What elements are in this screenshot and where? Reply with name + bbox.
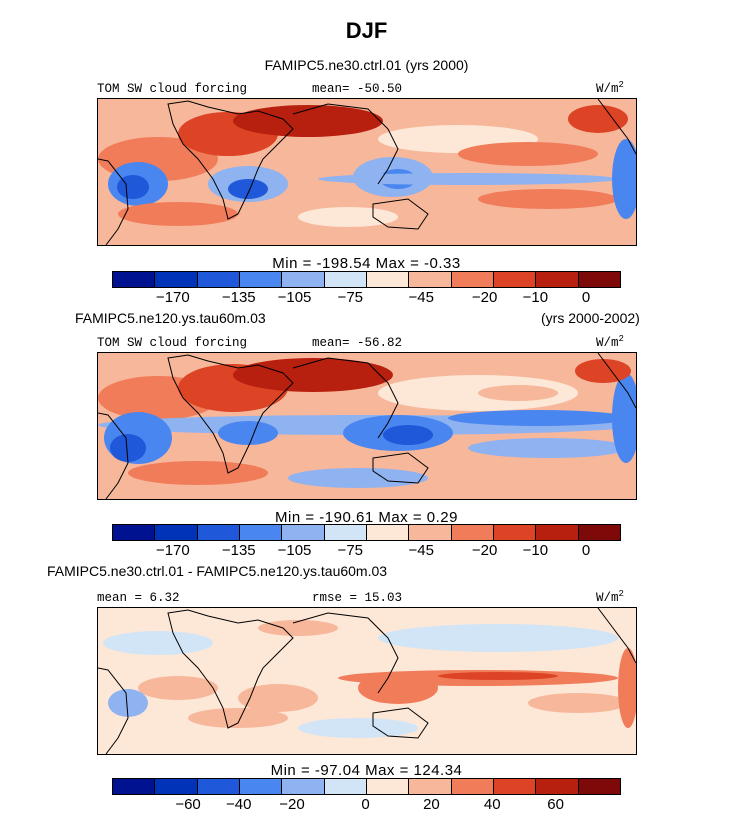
cbar-swatch — [282, 272, 325, 287]
colorbar-tick-label: −45 — [408, 289, 434, 306]
panel3-colorbar — [112, 778, 621, 795]
panel3-map — [97, 607, 637, 755]
cbar-swatch — [155, 525, 198, 540]
panel1-mean-label: mean= -50.50 — [312, 82, 403, 96]
cbar-swatch — [409, 525, 452, 540]
cbar-swatch — [324, 525, 367, 540]
cbar-swatch — [578, 272, 620, 287]
cbar-swatch — [282, 525, 325, 540]
colorbar-tick-label: 60 — [547, 796, 564, 813]
panel2-heading: FAMIPC5.ne120.ys.tau60m.03 — [75, 310, 266, 326]
cbar-swatch — [366, 272, 410, 287]
panel1-variable-label: TOM SW cloud forcing — [97, 82, 248, 96]
cbar-swatch — [409, 779, 452, 794]
panel2-map-field — [98, 353, 636, 499]
panel2-heading-years: (yrs 2000-2002) — [541, 310, 640, 326]
cbar-swatch — [239, 779, 283, 794]
cbar-swatch — [536, 779, 579, 794]
cbar-swatch — [451, 272, 494, 287]
cbar-swatch — [493, 272, 537, 287]
cbar-swatch — [324, 272, 367, 287]
cbar-swatch — [536, 272, 579, 287]
cbar-swatch — [451, 779, 494, 794]
panel3-units: W/m2 — [596, 589, 624, 606]
cbar-swatch — [113, 525, 156, 540]
colorbar-tick-label: 0 — [581, 542, 591, 559]
cbar-swatch — [366, 779, 410, 794]
colorbar-tick-label: −135 — [221, 542, 256, 559]
panel2-colorbar — [112, 524, 621, 541]
panel3-mean-label: mean = 6.32 — [97, 591, 180, 605]
cbar-swatch — [239, 272, 283, 287]
cbar-swatch — [578, 525, 620, 540]
colorbar-tick-label: 20 — [423, 796, 440, 813]
cbar-swatch — [493, 525, 537, 540]
cbar-swatch — [282, 779, 325, 794]
colorbar-tick-label: −20 — [471, 289, 498, 306]
colorbar-tick-label: −40 — [226, 796, 252, 813]
colorbar-tick-label: 0 — [581, 289, 591, 306]
figure-title: DJF — [345, 18, 388, 43]
panel1-heading: FAMIPC5.ne30.ctrl.01 (yrs 2000) — [264, 57, 469, 73]
panel3-heading: FAMIPC5.ne30.ctrl.01 - FAMIPC5.ne120.ys.… — [47, 563, 388, 579]
colorbar-tick-label: −105 — [277, 542, 312, 559]
colorbar-tick-label: 40 — [483, 796, 501, 813]
cbar-swatch — [578, 779, 620, 794]
colorbar-tick-label: −105 — [277, 289, 312, 306]
colorbar-tick-label: −170 — [155, 289, 190, 306]
cbar-swatch — [155, 779, 198, 794]
colorbar-tick-label: 0 — [361, 796, 370, 813]
panel1-map — [97, 98, 637, 246]
cbar-swatch — [113, 779, 156, 794]
panel1-minmax: Min = -198.54 Max = -0.33 — [272, 255, 461, 272]
colorbar-tick-label: −75 — [337, 289, 364, 306]
cbar-swatch — [493, 779, 537, 794]
colorbar-tick-label: −10 — [522, 542, 549, 559]
colorbar-tick-label: −20 — [471, 542, 498, 559]
panel2-map — [97, 352, 637, 500]
cbar-swatch — [113, 272, 156, 287]
panel2-variable-label: TOM SW cloud forcing — [97, 336, 248, 350]
panel1-colorbar — [112, 271, 621, 288]
panel2-mean-label: mean= -56.82 — [312, 336, 403, 350]
cbar-swatch — [197, 779, 240, 794]
cbar-swatch — [197, 272, 240, 287]
colorbar-tick-label: −10 — [522, 289, 549, 306]
panel3-map-field — [98, 608, 636, 754]
colorbar-tick-label: −75 — [337, 542, 364, 559]
colorbar-tick-label: −45 — [408, 542, 434, 559]
panel3-rmse-label: rmse = 15.03 — [312, 591, 403, 605]
colorbar-tick-label: −20 — [279, 796, 305, 813]
cbar-swatch — [409, 272, 452, 287]
colorbar-tick-label: −135 — [221, 289, 256, 306]
panel3-minmax: Min = -97.04 Max = 124.34 — [270, 762, 463, 779]
panel2-units: W/m2 — [596, 334, 624, 351]
cbar-swatch — [324, 779, 367, 794]
cbar-swatch — [451, 525, 494, 540]
panel1-map-field — [98, 99, 636, 245]
colorbar-tick-label: −170 — [155, 542, 190, 559]
panel2-minmax: Min = -190.61 Max = 0.29 — [275, 509, 458, 526]
cbar-swatch — [536, 525, 579, 540]
panel1-units: W/m2 — [596, 80, 624, 97]
cbar-swatch — [155, 272, 198, 287]
colorbar-tick-label: −60 — [175, 796, 201, 813]
cbar-swatch — [239, 525, 283, 540]
cbar-swatch — [197, 525, 240, 540]
cbar-swatch — [366, 525, 410, 540]
